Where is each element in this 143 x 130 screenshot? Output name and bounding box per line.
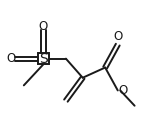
Text: O: O bbox=[118, 84, 128, 97]
Text: S: S bbox=[39, 52, 48, 66]
Bar bbox=[38, 53, 48, 64]
Text: O: O bbox=[39, 20, 48, 33]
Text: O: O bbox=[114, 30, 123, 43]
Text: O: O bbox=[7, 52, 16, 65]
